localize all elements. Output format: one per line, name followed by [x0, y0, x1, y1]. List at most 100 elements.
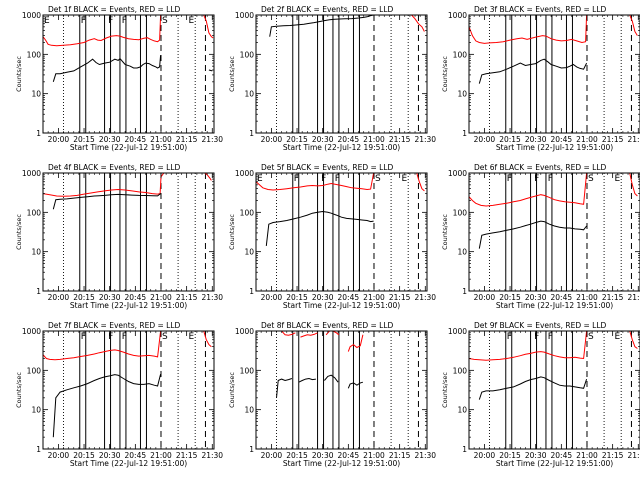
panel-frame — [255, 14, 428, 134]
flag-label: F — [321, 174, 326, 184]
panel-title: Det 9f BLACK = Events, RED = LLD — [474, 321, 607, 330]
series-events — [269, 15, 374, 37]
x-tick-label: 20:45 — [551, 135, 573, 144]
flag-label: F — [507, 332, 512, 342]
y-tick-label: 100 — [240, 50, 255, 59]
series-events — [52, 373, 162, 438]
series-events — [52, 55, 162, 82]
series-lld — [278, 331, 296, 336]
flag-label: E — [188, 16, 194, 26]
series-events — [298, 377, 316, 383]
x-tick-label: 21:00 — [576, 135, 598, 144]
x-tick-label: 21:15 — [389, 293, 411, 302]
series-events — [478, 220, 587, 249]
plot-area — [469, 331, 638, 400]
flag-label: F — [81, 332, 86, 342]
x-tick-label: 20:30 — [99, 293, 121, 302]
flag-label: F — [507, 174, 512, 184]
series-lld — [203, 331, 212, 348]
x-tick-label: 21:30 — [201, 135, 223, 144]
x-tick-label: 20:45 — [338, 135, 360, 144]
series-events — [276, 378, 293, 398]
panel-title: Det 6f BLACK = Events, RED = LLD — [474, 163, 607, 172]
series-lld — [469, 331, 588, 361]
y-axis-label: Counts/sec — [228, 56, 236, 92]
series-lld — [300, 332, 318, 338]
y-tick-label: 10 — [244, 90, 254, 99]
y-axis: 1 10 100 1000 — [235, 169, 427, 296]
y-tick-label: 1000 — [235, 327, 254, 336]
flag-label: E — [614, 174, 620, 184]
y-axis-label: Counts/sec — [228, 372, 236, 408]
y-tick-label: 1 — [249, 287, 254, 296]
x-tick-label: 21:30 — [627, 293, 640, 302]
x-tick-label: 21:30 — [627, 135, 640, 144]
plot-area — [469, 15, 638, 84]
x-axis-label: Start Time (22-Jul-12 19:51:00) — [70, 301, 187, 310]
event-markers — [489, 331, 632, 449]
flag-label: F — [294, 174, 299, 184]
x-axis-label: Start Time (22-Jul-12 19:51:00) — [496, 143, 613, 152]
y-tick-label: 1 — [36, 445, 41, 454]
x-tick-label: 20:15 — [499, 451, 521, 460]
x-tick-label: 21:00 — [576, 451, 598, 460]
series-events — [478, 376, 588, 400]
series-lld — [43, 331, 162, 361]
x-tick-label: 20:15 — [286, 293, 308, 302]
x-tick-label: 20:45 — [338, 293, 360, 302]
plot-area — [276, 331, 364, 398]
x-tick-label: 20:30 — [525, 451, 547, 460]
x-tick-label: 20:15 — [286, 135, 308, 144]
x-tick-label: 21:30 — [414, 135, 436, 144]
x-tick-label: 21:15 — [602, 135, 624, 144]
panel-frame — [42, 14, 215, 134]
x-axis-label: Start Time (22-Jul-12 19:51:00) — [70, 143, 187, 152]
plot-area — [469, 173, 638, 249]
series-lld — [325, 331, 340, 336]
x-tick-label: 20:15 — [499, 135, 521, 144]
event-markers — [276, 15, 419, 133]
y-axis-label: Counts/sec — [15, 372, 23, 408]
x-tick-label: 20:00 — [48, 135, 70, 144]
event-markers — [63, 331, 206, 449]
panel-frame — [468, 330, 640, 450]
y-axis: 1 10 100 1000 — [448, 11, 640, 138]
x-axis-label: Start Time (22-Jul-12 19:51:00) — [496, 459, 613, 468]
y-axis-label: Counts/sec — [441, 56, 449, 92]
y-tick-label: 1000 — [22, 327, 41, 336]
y-tick-label: 1 — [249, 129, 254, 138]
series-events — [347, 381, 364, 389]
x-tick-label: 20:45 — [125, 135, 147, 144]
plot-area — [256, 15, 425, 37]
y-tick-label: 100 — [240, 208, 255, 217]
y-axis: 1 10 100 1000 — [235, 11, 427, 138]
series-events — [324, 374, 339, 383]
x-tick-label: 20:00 — [261, 451, 283, 460]
event-markers — [63, 173, 206, 291]
y-tick-label: 100 — [240, 366, 255, 375]
y-tick-label: 10 — [457, 90, 467, 99]
plot-area — [43, 15, 214, 82]
flag-label: F — [122, 16, 127, 26]
series-events — [265, 210, 374, 246]
flag-label: E — [257, 174, 263, 184]
y-axis-label: Counts/sec — [15, 56, 23, 92]
panel-title: Det 4f BLACK = Events, RED = LLD — [48, 163, 181, 172]
y-tick-label: 10 — [31, 248, 41, 257]
y-axis: 1 10 100 1000 — [22, 327, 214, 454]
flag-label: S — [588, 174, 594, 184]
x-axis-label: Start Time (22-Jul-12 19:51:00) — [283, 459, 400, 468]
flag-label: S — [162, 16, 168, 26]
plot-area — [256, 173, 425, 246]
flag-label: F — [534, 332, 539, 342]
x-tick-label: 20:45 — [125, 293, 147, 302]
panel-det-2: Det 2f BLACK = Events, RED = LLD 1 10 100 10… — [228, 5, 436, 152]
y-tick-label: 100 — [27, 50, 42, 59]
y-axis-label: Counts/sec — [15, 214, 23, 250]
